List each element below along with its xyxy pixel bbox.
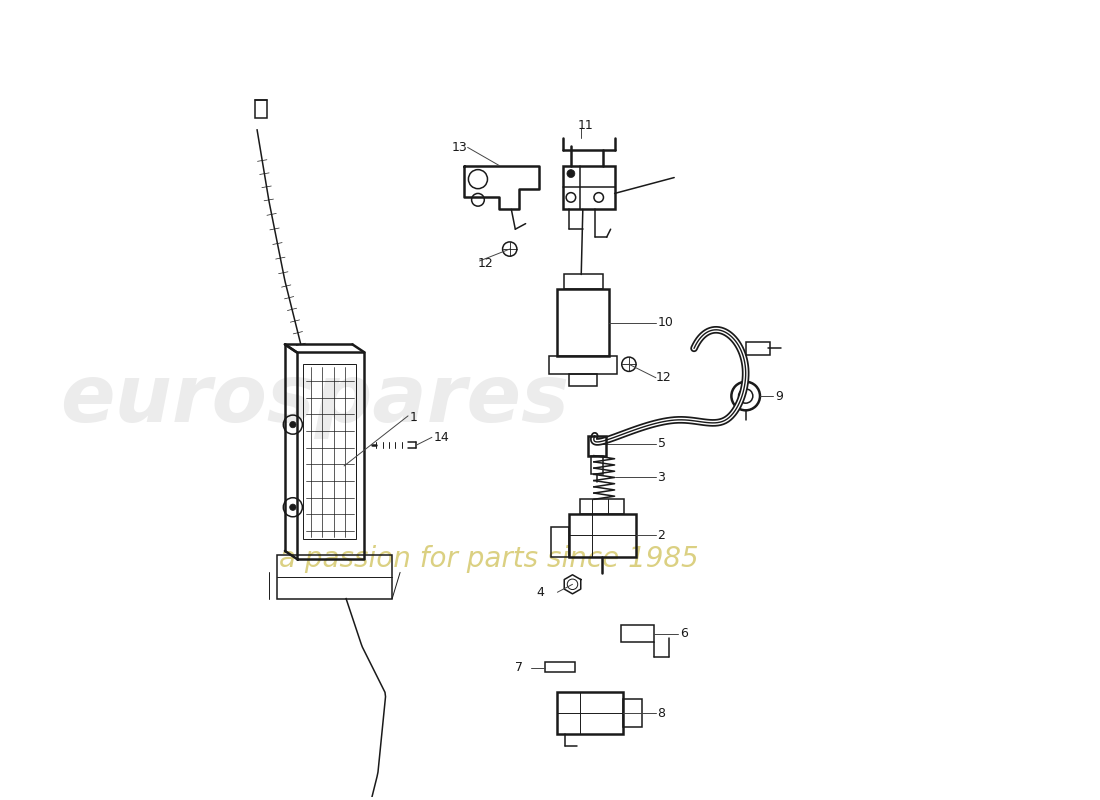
Text: a passion for parts since 1985: a passion for parts since 1985 xyxy=(279,545,698,573)
Bar xyxy=(558,692,623,734)
Bar xyxy=(588,436,606,456)
Bar xyxy=(621,625,654,642)
Bar xyxy=(551,526,569,558)
Bar xyxy=(277,555,393,598)
Text: 11: 11 xyxy=(578,119,593,133)
Bar xyxy=(623,698,642,727)
Bar xyxy=(304,364,356,539)
Bar xyxy=(544,662,575,673)
Text: 6: 6 xyxy=(680,627,688,640)
Text: 2: 2 xyxy=(658,529,666,542)
Text: 12: 12 xyxy=(656,371,672,384)
Text: 5: 5 xyxy=(658,437,666,450)
Bar xyxy=(570,374,597,386)
Text: 13: 13 xyxy=(452,141,468,154)
Bar xyxy=(581,499,624,514)
Text: 12: 12 xyxy=(478,257,494,270)
Bar xyxy=(746,342,770,354)
Text: 8: 8 xyxy=(658,706,666,719)
Text: 9: 9 xyxy=(776,390,783,402)
Bar xyxy=(569,514,636,558)
Circle shape xyxy=(289,422,296,428)
Bar xyxy=(550,356,617,374)
Circle shape xyxy=(566,170,575,178)
Text: 14: 14 xyxy=(433,431,449,444)
Bar xyxy=(564,274,603,289)
Circle shape xyxy=(289,504,296,510)
Bar xyxy=(563,166,615,210)
Text: 1: 1 xyxy=(409,411,418,424)
Bar xyxy=(255,101,266,118)
Text: 4: 4 xyxy=(537,586,544,598)
Bar xyxy=(558,289,609,356)
Bar xyxy=(591,456,604,474)
Text: 3: 3 xyxy=(658,471,666,484)
Text: 7: 7 xyxy=(515,662,524,674)
Text: 10: 10 xyxy=(658,316,673,329)
Text: eurospares: eurospares xyxy=(59,361,569,439)
